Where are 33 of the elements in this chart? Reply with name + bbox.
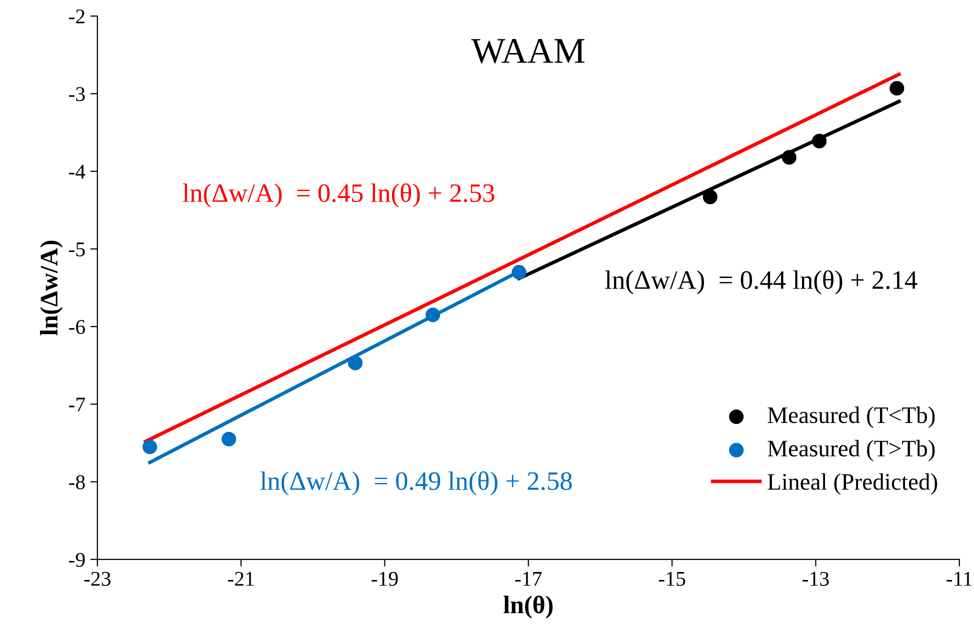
x-tick-label: -13 [802, 572, 829, 586]
y-tick-label: -7 [69, 398, 85, 412]
y-tick-label: -5 [69, 242, 85, 256]
point [142, 440, 158, 454]
x-tick-label: -19 [372, 572, 398, 586]
point [222, 432, 236, 446]
point [702, 190, 718, 204]
legend-label: Lineal (Predicted) [768, 473, 938, 495]
y-tick-label: -3 [69, 87, 85, 102]
y-tick-label: -2 [69, 10, 84, 24]
x-tick-label: -21 [228, 572, 254, 586]
x-tick-label: -15 [658, 572, 686, 586]
y-tick-label: -4 [69, 164, 86, 179]
y-tick-label: -8 [69, 475, 85, 490]
point [782, 150, 796, 165]
point [348, 356, 363, 370]
y-axis-title: ln(Δw/A) [40, 240, 63, 336]
annotation: ln(Δw/A) = 0.49 ln(θ) + 2.58 [260, 471, 572, 496]
point [426, 308, 440, 322]
x-tick-label: -17 [515, 572, 542, 586]
y-tick-label: -6 [69, 320, 85, 334]
x-tick-label: -11 [946, 572, 972, 586]
legend-label: Measured (T<Tb) [768, 406, 935, 428]
y-tick-label: -9 [69, 552, 85, 567]
annotation: ln(Δw/A) = 0.44 ln(θ) + 2.14 [605, 270, 918, 294]
point [890, 80, 904, 96]
chart-title: WAAM [471, 38, 584, 64]
legend-label: Measured (T>Tb) [768, 440, 935, 462]
point [812, 134, 827, 148]
x-tick-label: -23 [84, 572, 110, 586]
annotation: ln(Δw/A) = 0.45 ln(θ) + 2.53 [182, 183, 494, 208]
x-axis-title: ln(θ) [504, 596, 553, 618]
point [512, 264, 526, 280]
